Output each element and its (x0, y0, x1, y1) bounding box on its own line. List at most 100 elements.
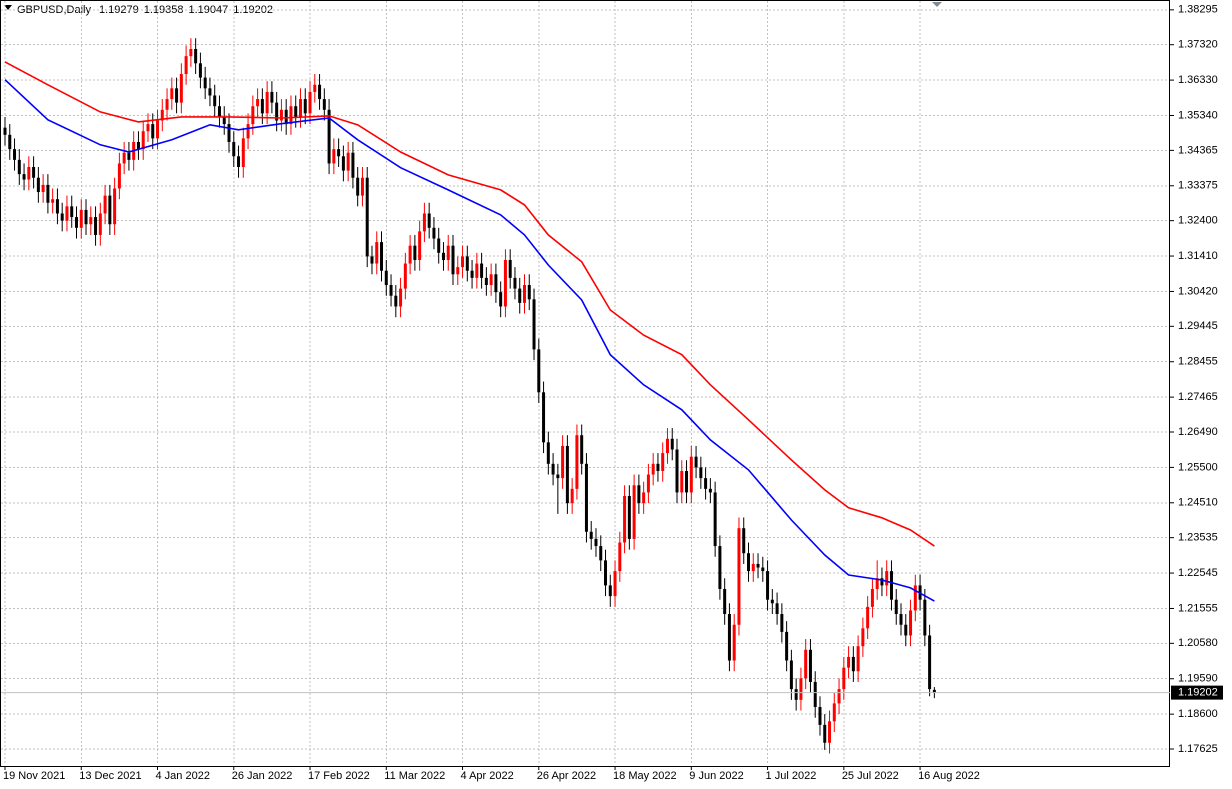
candle-body (65, 206, 69, 221)
candle-body (794, 689, 798, 700)
candle-body (770, 599, 774, 604)
x-tick-label: 16 Aug 2022 (918, 770, 980, 782)
candle-body (222, 116, 226, 125)
y-tick-label: 1.33375 (1178, 180, 1218, 192)
candle-body (241, 138, 245, 168)
x-tick-label: 18 May 2022 (613, 770, 677, 782)
candle-body (489, 274, 493, 286)
candle-body (828, 721, 832, 743)
candle-body (89, 217, 93, 225)
candle-body (270, 91, 274, 103)
x-tick-label: 9 Jun 2022 (689, 770, 743, 782)
candle-body (370, 256, 374, 264)
y-tick-label: 1.21555 (1178, 602, 1218, 614)
candle-body (651, 463, 655, 475)
candle-body (422, 213, 426, 232)
candle-body (580, 435, 584, 464)
candle-body (799, 678, 803, 700)
y-tick-label: 1.28455 (1178, 356, 1218, 368)
candle-body (389, 285, 393, 296)
y-tick-label: 1.29445 (1178, 320, 1218, 332)
x-tick-label: 11 Mar 2022 (384, 770, 445, 782)
candle-body (661, 453, 665, 471)
candle-body (79, 209, 83, 228)
price-label-box (1171, 685, 1223, 700)
candle-body (923, 599, 927, 636)
candle-body (685, 470, 689, 493)
candle-body (904, 624, 908, 636)
candle-body (708, 488, 712, 493)
candle-body (680, 470, 684, 493)
candle-body (499, 292, 503, 307)
candle-body (46, 184, 50, 203)
candle-body (913, 585, 917, 611)
candle-body (232, 141, 236, 157)
candle-body (909, 610, 913, 636)
candle-body (461, 256, 465, 268)
candle-body (737, 528, 741, 625)
candle-body (237, 156, 241, 168)
candle-body (704, 478, 708, 489)
candle-body (136, 141, 140, 150)
candle-body (761, 567, 765, 572)
candle-body (856, 646, 860, 672)
candle-body (198, 63, 202, 78)
x-tick-label: 25 Jul 2022 (842, 770, 899, 782)
candle-body (866, 606, 870, 629)
x-tick-label: 4 Jan 2022 (156, 770, 210, 782)
candle-body (561, 445, 565, 479)
candle-body (842, 667, 846, 690)
chart-shift-marker[interactable] (932, 2, 942, 7)
candle-body (189, 48, 193, 57)
candle-body (808, 649, 812, 682)
candle-body (589, 531, 593, 539)
x-tick-label: 26 Apr 2022 (537, 770, 596, 782)
candle-body (766, 571, 770, 600)
candle-body (456, 267, 460, 275)
candle-body (160, 109, 164, 121)
y-tick-label: 1.37320 (1178, 39, 1218, 51)
x-tick-label: 4 Apr 2022 (461, 770, 514, 782)
candle-body (670, 438, 674, 450)
candle-body (394, 295, 398, 307)
candle-body (837, 689, 841, 704)
candle-body (418, 231, 422, 260)
candle-body (55, 199, 59, 214)
candle-body (427, 213, 431, 228)
candle-body (594, 538, 598, 547)
y-tick-label: 1.35340 (1178, 109, 1218, 121)
candle-body (756, 563, 760, 568)
candle-body (170, 88, 174, 100)
y-tick-label: 1.27465 (1178, 391, 1218, 403)
y-tick-label: 1.30420 (1178, 285, 1218, 297)
candle-body (70, 206, 74, 218)
symbol-menu-icon[interactable] (4, 5, 12, 10)
y-tick-label: 1.23535 (1178, 532, 1218, 544)
candle-body (780, 614, 784, 632)
candle-body (308, 91, 312, 114)
candle-body (508, 259, 512, 278)
candle-body (8, 134, 12, 150)
candle-body (279, 109, 283, 121)
candle-body (785, 631, 789, 661)
candle-body (275, 102, 279, 121)
candle-body (465, 256, 469, 271)
candle-body (413, 245, 417, 260)
candle-body (627, 496, 631, 539)
candle-body (556, 474, 560, 479)
candle-body (632, 485, 636, 539)
candle-body (637, 485, 641, 504)
candle-body (518, 288, 522, 303)
candle-body (613, 571, 617, 597)
candle-body (775, 603, 779, 615)
grid (1, 1, 1169, 765)
candle-body (441, 252, 445, 260)
candle-body (375, 242, 379, 264)
candle-body (94, 217, 98, 235)
candle-body (727, 614, 731, 661)
candle-body (656, 463, 660, 471)
candle-body (194, 48, 198, 64)
candle-body (851, 656, 855, 672)
x-tick-label: 17 Feb 2022 (308, 770, 370, 782)
